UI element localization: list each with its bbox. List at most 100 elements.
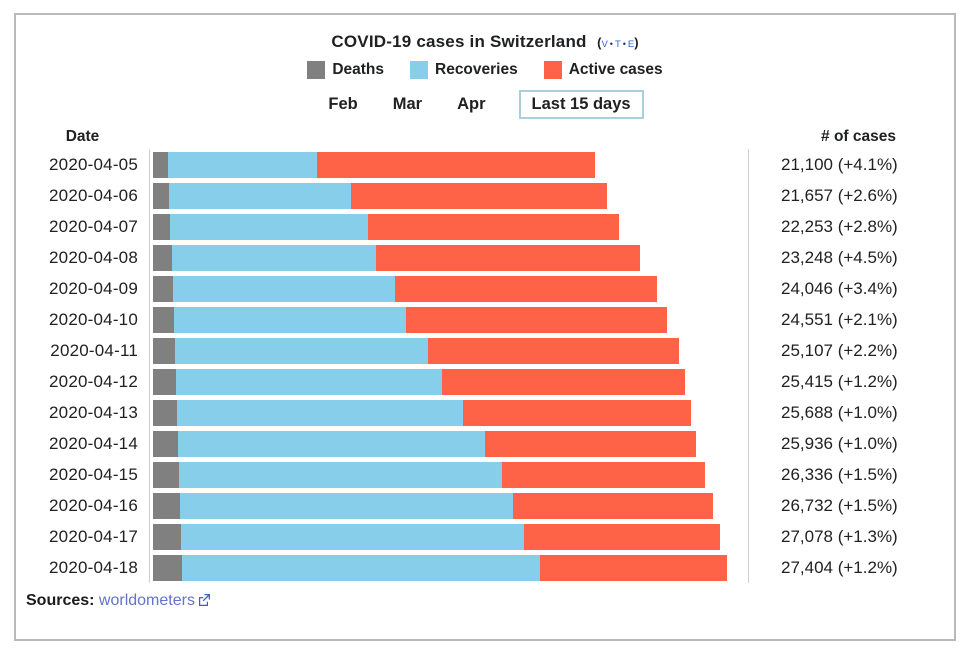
bar-segment-recoveries [173,306,407,333]
bar-segment-recoveries [170,213,369,240]
cases-label: 21,100 (+4.1%) [781,154,898,174]
bar-segment-deaths [153,368,177,395]
bar-track [149,273,749,304]
bar-segment-deaths [153,461,179,488]
bar-segment-active [406,306,668,333]
chart-card: COVID-19 cases in Switzerland (v • t • e) De… [14,13,956,641]
vte-links: (v • t • e) [597,35,639,50]
bar-track [149,397,749,428]
bar-segment-deaths [153,213,171,240]
bar-segment-active [316,151,595,178]
bar-segment-deaths [153,523,181,550]
bar-segment-active [394,275,657,302]
date-label: 2020-04-06 [49,185,138,205]
table-row: 2020-04-12 25,415 (+1.2%) [16,366,954,397]
bar-segment-deaths [153,337,175,364]
legend-item: Recoveries [410,61,518,79]
date-label: 2020-04-16 [49,495,138,515]
table-row: 2020-04-07 22,253 (+2.8%) [16,211,954,242]
bar-segment-active [351,182,607,209]
range-tab-apr[interactable]: Apr [457,95,486,113]
cases-label: 25,688 (+1.0%) [781,402,898,422]
bar-segment-recoveries [176,399,463,426]
date-label: 2020-04-17 [49,526,138,546]
bar-segment-deaths [153,430,178,457]
table-row: 2020-04-16 26,732 (+1.5%) [16,490,954,521]
legend-item: Active cases [543,61,663,79]
bar-segment-active [428,337,679,364]
legend-item-label: Recoveries [435,61,518,78]
bar-segment-recoveries [169,182,352,209]
bar-track [149,211,749,242]
cases-label: 24,046 (+3.4%) [781,278,898,298]
date-label: 2020-04-08 [49,247,138,267]
bar-segment-active [462,399,692,426]
bar-track [149,552,749,583]
vte-separator: • [622,39,626,49]
bar-segment-active [375,244,640,271]
cases-label: 27,078 (+1.3%) [781,526,898,546]
bar-segment-recoveries [171,244,376,271]
bar-segment-deaths [153,182,170,209]
cases-label: 21,657 (+2.6%) [781,185,898,205]
bar-track [149,180,749,211]
bar-track [149,428,749,459]
chart-legend: Deaths Recoveries Active cases [16,61,954,79]
legend-item: Deaths [307,61,384,79]
table-row: 2020-04-14 25,936 (+1.0%) [16,428,954,459]
table-row: 2020-04-08 23,248 (+4.5%) [16,242,954,273]
date-label: 2020-04-18 [49,557,138,577]
bar-track [149,490,749,521]
date-label: 2020-04-07 [49,216,138,236]
vte-view-link[interactable]: v [601,39,608,50]
bar-segment-deaths [153,275,173,302]
cases-label: 25,415 (+1.2%) [781,371,898,391]
bar-segment-deaths [153,306,174,333]
cases-label: 25,107 (+2.2%) [781,340,898,360]
vte-edit-link[interactable]: e [627,39,635,50]
bar-segment-recoveries [167,151,317,178]
legend-swatch [307,61,326,79]
cases-label: 22,253 (+2.8%) [781,216,898,236]
worldometers-link[interactable]: worldometers [98,592,195,609]
bar-segment-recoveries [172,275,395,302]
sources-line: Sources: worldometers [26,592,954,610]
legend-swatch [410,61,428,79]
range-tabs: Feb Mar Apr Last 15 days [16,90,954,119]
date-label: 2020-04-14 [49,433,138,453]
bar-segment-recoveries [181,554,540,581]
bar-segment-recoveries [177,430,486,457]
date-label: 2020-04-05 [49,154,138,174]
bar-segment-active [368,213,620,240]
bar-segment-active [512,492,713,519]
date-label: 2020-04-12 [49,371,138,391]
page-title-row: COVID-19 cases in Switzerland (v • t • e) [16,32,954,52]
range-tab-last-15-days[interactable]: Last 15 days [518,90,644,119]
date-column-header: Date [65,128,100,145]
date-label: 2020-04-09 [49,278,138,298]
legend-item-label: Deaths [332,61,384,78]
column-headers: Date # of cases [16,126,954,148]
range-tab-feb[interactable]: Feb [328,95,358,113]
date-label: 2020-04-10 [49,309,138,329]
range-tab-mar[interactable]: Mar [392,95,423,113]
bar-segment-active [539,554,727,581]
bar-segment-recoveries [179,492,513,519]
bar-segment-active [524,523,721,550]
date-label: 2020-04-13 [49,402,138,422]
bar-track [149,459,749,490]
bar-segment-active [485,430,697,457]
cases-label: 26,336 (+1.5%) [781,464,898,484]
bar-track [149,304,749,335]
cases-label: 24,551 (+2.1%) [781,309,898,329]
cases-label: 26,732 (+1.5%) [781,495,898,515]
sources-label: Sources: [26,592,95,609]
vte-talk-link[interactable]: t [614,39,621,50]
chart-rows: 2020-04-05 21,100 (+4.1%) 2020-04-06 21,… [16,149,954,583]
bar-segment-recoveries [178,461,502,488]
bar-segment-deaths [153,151,168,178]
table-row: 2020-04-05 21,100 (+4.1%) [16,149,954,180]
external-link-icon [198,594,210,606]
bar-track [149,366,749,397]
table-row: 2020-04-11 25,107 (+2.2%) [16,335,954,366]
